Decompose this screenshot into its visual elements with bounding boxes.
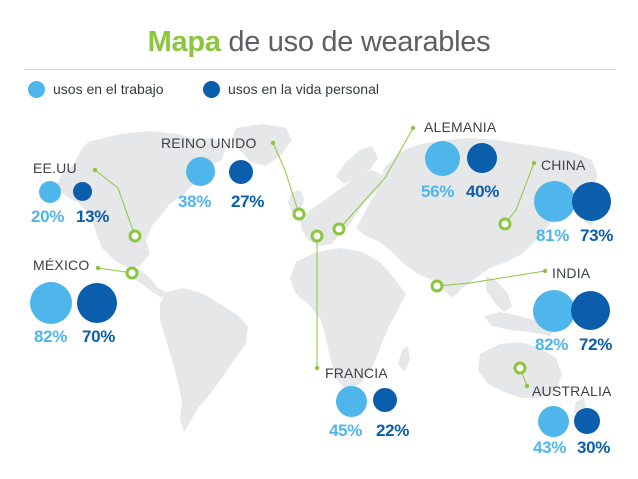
bubble-work-francia <box>336 386 367 417</box>
title-divider <box>24 69 616 70</box>
title-accent: Mapa <box>147 26 221 58</box>
connector-dot-australia <box>524 383 530 389</box>
location-marker-ee-uu <box>128 229 142 243</box>
bubble-personal-ee-uu <box>73 182 92 201</box>
label-reino-unido: REINO UNIDO <box>161 135 257 151</box>
pct-personal-china: 73% <box>580 226 614 245</box>
label-china: CHINA <box>541 157 586 173</box>
bubble-personal-alemania <box>467 143 497 173</box>
pct-personal-mexico: 70% <box>82 327 116 346</box>
world-map-land <box>56 124 598 432</box>
africa-shape <box>290 248 406 390</box>
location-marker-india <box>430 279 444 293</box>
north-america-shape <box>56 131 226 268</box>
location-marker-australia <box>513 361 527 375</box>
bubble-work-china <box>534 181 575 222</box>
legend-label-work: usos en el trabajo <box>53 81 164 97</box>
southeast-asia-shape <box>486 276 512 312</box>
pct-personal-india: 72% <box>579 335 613 354</box>
connector-lines <box>92 125 548 389</box>
connector-dot-mexico <box>95 265 101 271</box>
pct-work-ee-uu: 20% <box>31 207 65 226</box>
bubble-personal-mexico <box>77 283 117 323</box>
pct-work-india: 82% <box>535 335 569 354</box>
legend-label-personal: usos en la vida personal <box>228 81 379 97</box>
label-francia: FRANCIA <box>325 365 388 381</box>
label-mexico: MÉXICO <box>33 257 90 273</box>
location-markers <box>125 207 527 375</box>
connector-dot-china <box>531 160 537 166</box>
bubble-personal-china <box>572 182 611 221</box>
pct-work-mexico: 82% <box>34 327 68 346</box>
bubble-work-reino-unido <box>186 157 215 186</box>
pct-personal-alemania: 40% <box>466 182 500 201</box>
location-marker-china <box>498 217 512 231</box>
location-marker-reino-unido <box>292 207 306 221</box>
bubble-personal-india <box>571 291 610 330</box>
pct-work-francia: 45% <box>329 421 363 440</box>
bubble-work-australia <box>538 406 569 437</box>
page-title: Mapa de uso de wearables <box>0 26 638 59</box>
legend-dot-work <box>28 80 45 98</box>
bubble-personal-francia <box>373 388 397 412</box>
bubble-work-india <box>533 290 575 332</box>
location-marker-francia <box>310 229 324 243</box>
location-marker-alemania <box>332 222 346 236</box>
connector-dot-india <box>542 268 548 274</box>
legend-dot-personal <box>203 80 220 98</box>
bubble-work-mexico <box>30 282 72 324</box>
legend-item-personal: usos en la vida personal <box>203 78 379 100</box>
europe-shape <box>300 170 384 246</box>
pct-personal-ee-uu: 13% <box>76 207 110 226</box>
greenland-shape <box>232 124 292 166</box>
pct-personal-francia: 22% <box>376 421 410 440</box>
connector-dot-alemania <box>410 125 416 131</box>
asia-shape <box>356 138 598 298</box>
south-america-shape <box>160 288 248 432</box>
bubble-personal-reino-unido <box>229 160 253 184</box>
connector-dot-francia <box>314 365 320 371</box>
connector-line-india <box>436 270 546 287</box>
pct-work-australia: 43% <box>533 438 567 457</box>
title-rest: de uso de wearables <box>228 26 491 58</box>
connector-dot-ee-uu <box>92 167 98 173</box>
connector-line-ee-uu <box>94 169 136 237</box>
pct-personal-australia: 30% <box>577 438 611 457</box>
connector-line-alemania <box>338 127 414 230</box>
indonesia-shape <box>484 312 556 336</box>
connector-dot-reino-unido <box>270 140 276 146</box>
pct-personal-reino-unido: 27% <box>231 192 265 211</box>
madagascar-shape <box>398 346 410 372</box>
connector-line-reino-unido <box>272 142 300 215</box>
label-india: INDIA <box>552 265 591 281</box>
scandinavia-shape <box>336 146 378 184</box>
label-ee-uu: EE.UU <box>33 160 77 176</box>
pct-work-china: 81% <box>536 226 570 245</box>
uk-shape <box>288 190 304 212</box>
bubble-work-alemania <box>425 141 460 176</box>
legend-item-work: usos en el trabajo <box>28 78 164 100</box>
bubble-personal-australia <box>574 408 600 434</box>
bubble-work-ee-uu <box>39 181 61 203</box>
label-australia: AUSTRALIA <box>532 383 612 399</box>
location-marker-mexico <box>125 266 139 280</box>
pct-work-reino-unido: 38% <box>178 192 212 211</box>
pct-work-alemania: 56% <box>421 182 455 201</box>
label-alemania: ALEMANIA <box>424 119 497 135</box>
